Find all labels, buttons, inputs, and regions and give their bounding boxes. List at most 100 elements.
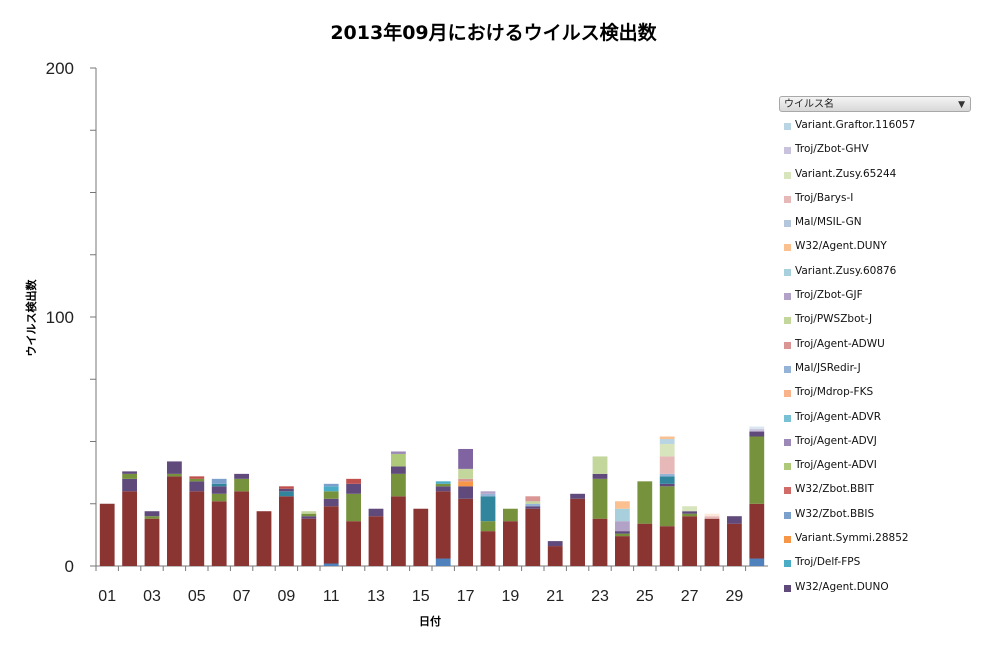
- bar-segment: [615, 508, 630, 522]
- bar-segment: [279, 496, 294, 566]
- legend-item: Variant.Zusy.65244: [779, 167, 979, 191]
- bar-segment: [279, 488, 294, 492]
- bar-stack-23: [592, 456, 608, 566]
- legend-filter-dropdown[interactable]: ウイルス名 ▼: [779, 96, 971, 112]
- bar-segment: [749, 436, 765, 504]
- bar-segment: [592, 456, 608, 474]
- bar-segment: [637, 481, 653, 524]
- bar-segment: [659, 443, 675, 457]
- legend-label: Troj/Agent-ADVJ: [795, 434, 877, 447]
- bar-stack-16: [435, 481, 451, 566]
- bar-segment: [592, 478, 608, 519]
- legend-label: Troj/Mdrop-FKS: [795, 386, 874, 399]
- bar-stack-19: [503, 508, 518, 566]
- bar-segment: [211, 483, 227, 487]
- bar-segment: [458, 498, 473, 566]
- x-tick-label: 23: [591, 588, 609, 605]
- bar-segment: [301, 511, 317, 514]
- x-tick-label: 03: [143, 588, 161, 605]
- bar-segment: [189, 491, 205, 566]
- bar-stack-17: [458, 448, 473, 566]
- x-tick-label: 01: [98, 588, 116, 605]
- bar-stack-20: [525, 496, 541, 566]
- bar-stack-01: [99, 503, 115, 566]
- legend-swatch: [784, 171, 791, 179]
- bar-segment: [323, 563, 339, 566]
- chevron-down-icon[interactable]: ▼: [958, 100, 965, 110]
- legend-item: Troj/Mdrop-FKS: [779, 385, 979, 409]
- bar-segment: [727, 523, 742, 566]
- bar-segment: [122, 491, 137, 566]
- legend-item: Mal/MSIL-GN: [779, 215, 979, 239]
- bar-segment: [435, 491, 451, 559]
- x-tick-label: 07: [233, 588, 251, 605]
- legend-label: Troj/Delf-FPS: [795, 556, 861, 569]
- bar-segment: [435, 483, 451, 487]
- bar-segment: [458, 448, 473, 469]
- bar-stack-09: [279, 486, 294, 566]
- bar-segment: [189, 478, 205, 482]
- bar-segment: [480, 493, 496, 497]
- legend-label: Variant.Graftor.116057: [795, 119, 916, 131]
- bar-segment: [279, 491, 294, 497]
- legend-item: Variant.Symmi.28852: [779, 531, 979, 555]
- bar-segment: [480, 491, 496, 494]
- bar-segment: [659, 456, 675, 474]
- bar-segment: [256, 511, 272, 566]
- legend-item: W32/Agent.DUNY: [779, 239, 979, 263]
- x-tick-label: 09: [278, 588, 296, 605]
- bar-segment: [323, 491, 339, 499]
- bar-segment: [749, 558, 765, 566]
- bar-segment: [682, 513, 697, 517]
- bar-stack-13: [368, 508, 384, 566]
- bar-segment: [480, 531, 496, 566]
- bar-segment: [570, 498, 585, 566]
- legend-swatch: [784, 511, 791, 519]
- bar-segment: [525, 503, 541, 507]
- bar-stack-18: [480, 491, 496, 566]
- bar-stack-21: [547, 541, 563, 566]
- x-tick-label: 17: [457, 588, 475, 605]
- legend-swatch: [784, 414, 791, 422]
- legend-swatch: [784, 487, 791, 495]
- bar-segment: [480, 496, 496, 522]
- bar-segment: [122, 478, 137, 492]
- bar-segment: [458, 481, 473, 487]
- legend-label: Variant.Zusy.65244: [795, 167, 897, 180]
- bar-segment: [458, 478, 473, 482]
- legend-label: Troj/Barys-I: [795, 191, 854, 204]
- bar-segment: [749, 429, 765, 432]
- bar-segment: [211, 501, 227, 566]
- bar-segment: [704, 518, 720, 566]
- bar-segment: [391, 451, 406, 454]
- bar-segment: [525, 508, 541, 566]
- legend-label: Troj/Zbot-GJF: [795, 289, 863, 302]
- bar-segment: [346, 483, 361, 494]
- bar-segment: [503, 508, 518, 522]
- legend-swatch: [784, 584, 791, 592]
- bar-stack-05: [189, 476, 205, 566]
- bar-segment: [727, 516, 742, 524]
- legend-label: W32/Agent.DUNY: [795, 240, 887, 253]
- bar-segment: [301, 518, 317, 566]
- bar-stack-22: [570, 493, 585, 566]
- x-tick-label: 27: [681, 588, 699, 605]
- bar-segment: [122, 473, 137, 479]
- legend: Variant.Graftor.116057 Troj/Zbot-GHV Varia…: [779, 118, 979, 604]
- legend-item: Troj/Delf-FPS: [779, 555, 979, 579]
- legend-swatch: [784, 244, 791, 252]
- bar-segment: [346, 521, 361, 566]
- x-tick-label: 29: [726, 588, 744, 605]
- legend-label: Troj/Agent-ADWU: [795, 337, 885, 350]
- bar-segment: [615, 531, 630, 534]
- legend-swatch: [784, 463, 791, 471]
- legend-swatch: [784, 560, 791, 568]
- bar-segment: [234, 478, 249, 492]
- bar-segment: [301, 513, 317, 517]
- x-tick-label: 11: [323, 588, 340, 605]
- y-axis-label: ウイルス検出数: [24, 279, 38, 357]
- legend-swatch: [784, 123, 791, 130]
- bar-segment: [323, 486, 339, 492]
- bar-segment: [167, 476, 182, 566]
